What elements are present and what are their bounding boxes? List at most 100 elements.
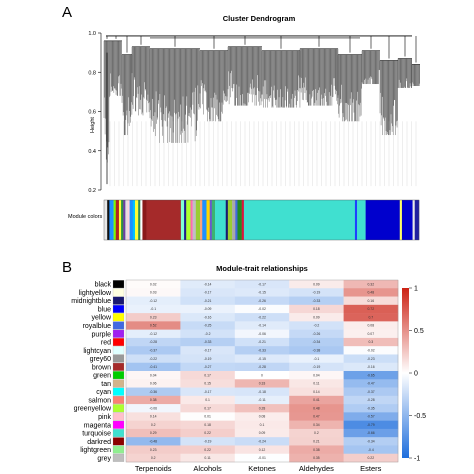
heatmap-cell [180,321,236,330]
heatmap-cell-value: 0.22 [367,456,374,460]
module-color-segment [232,200,236,240]
colorbar-tick-label: 0.5 [414,328,424,335]
row-label: grey60 [90,356,112,363]
module-color-segment [142,200,147,240]
heatmap-cell-value: -0.12 [149,299,157,303]
module-swatch [112,396,125,404]
module-color-segment [195,200,201,240]
row-label: red [101,340,111,347]
heatmap-cell [234,395,290,405]
heatmap-cell [126,412,181,421]
heatmap-cell [343,280,399,289]
heatmap-cell-value: -0.2 [205,332,211,336]
heatmap-cell-value: -0.19 [313,291,321,295]
heatmap-cell-value: 0.12 [259,448,266,452]
heatmap-cell-value: 0.01 [204,415,211,419]
heatmap-cell [289,387,344,397]
heatmap-column-labels: Terpenoids Alcohols Ketones Aldehydes Esters [135,464,382,473]
heatmap-cell-value: 0.38 [313,448,320,452]
heatmap-cell [343,321,399,330]
heatmap-cell [126,296,181,306]
heatmap-cell-value: -0.18 [258,390,266,394]
heatmap-cell [289,329,344,339]
y-tick-label: 0.6 [88,110,96,116]
module-color-segment [401,200,413,240]
heatmap-cell-value: -0.36 [149,390,157,394]
module-swatch [112,453,125,462]
heatmap-cell [180,387,236,397]
heatmap-cell-value: 0.09 [259,431,266,435]
heatmap-cell [126,453,181,463]
module-swatch [112,338,125,346]
heatmap-cell-value: -0.57 [367,415,375,419]
heatmap-cell-value: 0.2 [151,456,156,460]
module-color-segment [243,200,356,240]
module-swatch [112,346,125,355]
heatmap-cell [234,453,290,463]
heatmap-cell [126,395,181,405]
module-color-segment [354,200,358,240]
heatmap-cell-value: -0.06 [258,332,266,336]
module-color-segment [104,200,108,240]
heatmap-cell [126,313,181,322]
module-color-segment [140,200,143,240]
row-label: purple [92,331,112,338]
heatmap-cell-value: 0.29 [150,431,157,435]
row-label: yellow [92,315,112,322]
heatmap-cell [234,280,290,289]
heatmap-cell-value: -0.21 [204,299,212,303]
heatmap-cell-value: 0.22 [204,448,211,452]
heatmap-cell-value: -0.41 [149,365,157,369]
column-label: Ketones [248,464,276,473]
row-label: midnightblue [71,298,111,305]
heatmap-cell-value: -0.4 [368,448,374,452]
heatmap-cell-value: 0.08 [367,324,374,328]
row-label: black [95,282,112,289]
heatmap-cell [289,371,344,380]
heatmap-cell-value: -0.1 [150,307,156,311]
heatmap-cell [234,296,290,306]
heatmap-cell-value: 0.22 [204,431,211,435]
heatmap-cell [180,304,236,314]
heatmap-cell-value: -0.34 [367,440,375,444]
heatmap-cell [289,337,344,347]
heatmap-cell [180,395,236,405]
heatmap-cell [126,404,181,413]
heatmap-cell-value: 0.17 [204,406,211,410]
heatmap-cell-value: -0.19 [204,357,212,361]
module-color-segment [129,200,134,240]
heatmap-cell [289,404,344,413]
heatmap-cell-value: -0.11 [258,398,266,402]
heatmap-cell-value: 0.04 [150,373,157,377]
heatmap-cell-value: 0.03 [150,291,157,295]
heatmap-cell-value: 0.11 [204,456,210,460]
heatmap-cell-value: 0.15 [204,382,211,386]
heatmap-cell [126,354,181,364]
heatmap-cell-value: 0.28 [259,406,266,410]
module-color-segment [138,200,141,240]
heatmap-cell [180,362,236,372]
heatmap-cell [343,354,399,364]
module-color-segment [186,200,191,240]
heatmap-cell-value: -0.33 [258,349,266,353]
module-color-segment [180,200,185,240]
heatmap-cell [343,337,399,347]
heatmap-cell-value: 0.33 [259,382,266,386]
row-label: cyan [96,389,111,396]
heatmap-cell-value: -0.28 [149,340,157,344]
module-color-segment [237,200,242,240]
heatmap-cell [234,387,290,397]
row-label: brown [92,364,111,371]
heatmap-cell-value: 0.11 [313,382,319,386]
heatmap-cell [343,453,399,463]
heatmap-cell [234,329,290,339]
module-swatch [112,420,125,429]
row-label: pink [98,414,111,421]
module-colors-label: Module colors [68,214,102,220]
heatmap-cell [126,428,181,438]
module-color-segment [200,200,203,240]
column-label: Alcohols [193,464,222,473]
heatmap-cell-value: 0.72 [367,307,374,311]
heatmap-cell [289,412,344,421]
